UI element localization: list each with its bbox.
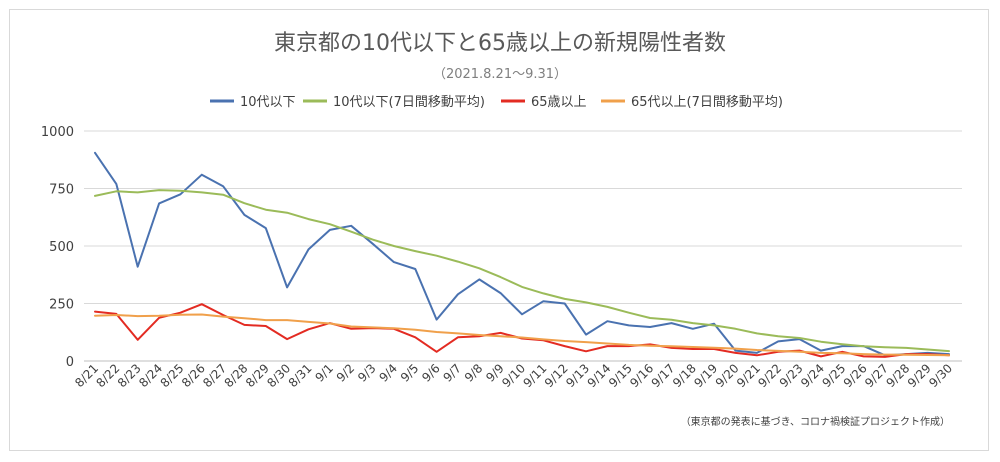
- x-tick-label: 9/3: [355, 361, 379, 385]
- chart-subtitle: （2021.8.21〜9.31）: [433, 67, 567, 82]
- x-tick-label: 9/30: [926, 361, 955, 390]
- x-tick-label: 9/5: [398, 361, 422, 385]
- y-tick-label: 250: [49, 298, 74, 313]
- legend-label: 65歳以上: [531, 95, 587, 110]
- legend-label: 10代以下(7日間移動平均): [333, 95, 485, 110]
- legend-label: 65代以上(7日間移動平均): [631, 95, 783, 110]
- series-line-4: [94, 313, 950, 357]
- plot-area: [94, 151, 950, 358]
- x-axis: 8/218/228/238/248/258/268/278/288/298/30…: [72, 361, 955, 390]
- chart-frame: [9, 9, 989, 451]
- y-tick-label: 0: [66, 355, 74, 370]
- series-line-3: [94, 303, 950, 358]
- x-tick-label: 9/8: [462, 361, 486, 385]
- y-tick-label: 500: [49, 240, 74, 255]
- series-line-1: [94, 151, 950, 357]
- x-tick-label: 9/6: [419, 361, 443, 385]
- y-axis: 0 250 500 750 1000: [41, 125, 74, 370]
- x-tick-label: 9/7: [441, 361, 465, 385]
- legend: 10代以下 10代以下(7日間移動平均) 65歳以上 65代以上(7日間移動平均): [210, 95, 783, 110]
- y-tick-label: 750: [49, 183, 74, 198]
- y-tick-label: 1000: [41, 125, 74, 140]
- x-tick-label: 8/31: [286, 361, 315, 390]
- series-line-2: [94, 189, 950, 353]
- legend-label: 10代以下: [240, 95, 296, 110]
- x-tick-label: 9/1: [312, 361, 336, 385]
- chart-title: 東京都の10代以下と65歳以上の新規陽性者数: [274, 31, 726, 56]
- grid: [84, 130, 962, 362]
- x-tick-label: 9/4: [376, 361, 400, 385]
- x-tick-label: 9/2: [334, 361, 358, 385]
- footnote: （東京都の発表に基づき、コロナ禍検証プロジェクト作成）: [681, 415, 950, 428]
